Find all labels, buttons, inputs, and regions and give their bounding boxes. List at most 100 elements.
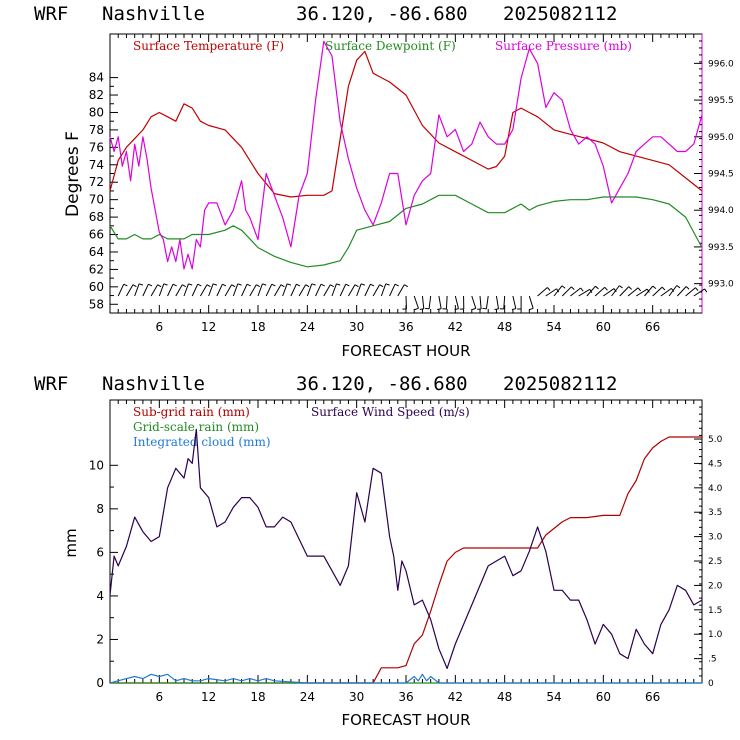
wind-barb	[117, 284, 125, 297]
wind-barb-flag	[511, 308, 516, 311]
bottom-y2-tick-label: 3.0	[708, 533, 723, 543]
wind-barb	[676, 286, 687, 297]
bottom-x-tick-label: 48	[497, 690, 512, 704]
wind-barb	[150, 284, 159, 297]
wind-barb	[485, 295, 489, 309]
wind-barb	[454, 295, 459, 309]
top-y2-tick-label: 993.5	[708, 243, 734, 253]
top-x-tick-label: 36	[398, 320, 413, 334]
wind-barb	[586, 285, 596, 297]
surface-wind-speed-line	[109, 428, 703, 670]
wind-barb	[142, 284, 149, 297]
wind-barb-flag	[704, 288, 708, 293]
wind-barb-flag	[157, 284, 162, 288]
wind-barb	[298, 284, 307, 297]
top-x-tick-label: 6	[156, 320, 164, 334]
legend-gridscale-rain: Grid-scale rain (mm)	[133, 420, 259, 434]
wind-barb-flag	[286, 283, 292, 286]
wind-barb	[323, 284, 331, 297]
top-x-tick-label: 24	[300, 320, 315, 334]
sub-grid-rain-line	[110, 436, 702, 684]
wind-barb	[627, 287, 639, 297]
top-y-tick-label: 60	[89, 280, 104, 294]
wind-barb-flag	[604, 286, 608, 291]
bottom-x-tick-label: 42	[448, 690, 463, 704]
wind-barb-flag	[320, 283, 325, 287]
wind-barb	[471, 295, 477, 309]
wind-barb	[191, 284, 199, 297]
top-y-tick-label: 70	[89, 193, 104, 207]
wind-barb	[503, 295, 506, 310]
surface-dewpoint-line	[109, 194, 703, 268]
wind-barb-flag	[246, 283, 251, 287]
wind-barb-flag	[529, 307, 534, 311]
wind-barb-flag	[404, 284, 408, 288]
bottom-y2-tick-label: 3.5	[708, 508, 722, 518]
wind-barb	[224, 284, 233, 297]
wind-barb-flag	[613, 288, 617, 293]
wind-barb	[356, 283, 362, 297]
top-y2-tick-label: 994.5	[708, 170, 734, 180]
top-site-label: Nashville	[102, 3, 205, 25]
top-x-axis-label: FORECAST HOUR	[341, 342, 470, 360]
bottom-y2-tick-label: 4.0	[708, 484, 723, 494]
wind-barb	[372, 284, 381, 297]
bottom-y2-tick-label: 2.5	[708, 557, 722, 567]
wind-barb-flag	[580, 287, 584, 292]
top-x-tick-label: 66	[645, 320, 660, 334]
bottom-x-tick-label: 12	[201, 690, 216, 704]
bottom-x-tick-label: 60	[596, 690, 611, 704]
wind-barb	[364, 284, 371, 297]
wind-barb	[413, 295, 419, 309]
bottom-ticks: 6 12 18 24 30 36 42 48 54 60 6602468100.51.01.52.0…	[89, 399, 723, 704]
wind-barb	[561, 286, 572, 297]
wind-barb	[545, 288, 557, 297]
top-y-tick-label: 78	[89, 123, 104, 137]
wind-barb	[389, 284, 396, 297]
wind-barb-flag	[262, 283, 267, 286]
wind-barb	[685, 287, 696, 297]
wind-barb-flag	[370, 283, 375, 287]
wind-barb	[274, 284, 282, 297]
wind-barb-flag	[695, 287, 699, 292]
wind-barb-flag	[305, 284, 310, 288]
wind-barb	[331, 283, 337, 297]
wind-barb	[208, 283, 214, 297]
wind-barb	[421, 295, 425, 309]
wind-barb-flag	[676, 285, 681, 289]
wind-barb-flag	[394, 283, 399, 287]
top-x-tick-label: 18	[250, 320, 265, 334]
wind-barb	[183, 283, 189, 297]
bottom-y2-tick-label: 1.0	[708, 630, 723, 640]
top-init-label: 2025082112	[503, 3, 617, 25]
wind-barb	[158, 283, 165, 297]
top-y2-tick-label: 994.0	[708, 206, 734, 216]
wind-barb	[537, 287, 548, 297]
wind-barb	[315, 284, 322, 297]
wind-barb-flag	[182, 284, 186, 288]
wind-barb-flag	[222, 283, 227, 287]
bottom-y2-tick-label: .5	[708, 655, 717, 665]
wind-barb	[495, 295, 499, 309]
bottom-y-tick-label: 2	[96, 632, 104, 646]
wind-barb	[265, 284, 273, 297]
top-y-tick-label: 58	[89, 297, 104, 311]
bottom-y-tick-label: 0	[96, 676, 104, 690]
bottom-x-tick-label: 54	[546, 690, 561, 704]
wind-barb	[397, 284, 405, 297]
wind-barb-flag	[595, 285, 599, 290]
wind-barb-flag	[379, 284, 384, 288]
wind-barb-flag	[454, 308, 459, 311]
wind-barb-flag	[556, 288, 560, 293]
bottom-y-axis-label: mm	[62, 528, 80, 557]
wind-barb	[660, 287, 672, 297]
top-y-tick-label: 64	[89, 245, 104, 259]
bottom-y2-tick-label: 5.0	[708, 435, 723, 445]
top-x-tick-label: 48	[497, 320, 512, 334]
bottom-y2-tick-label: 0	[708, 679, 714, 689]
wind-barb	[134, 283, 140, 297]
wind-barb-flag	[494, 308, 499, 310]
bottom-y2-tick-label: 4.5	[708, 459, 722, 469]
legend-surface-pressure: Surface Pressure (mb)	[495, 39, 632, 53]
